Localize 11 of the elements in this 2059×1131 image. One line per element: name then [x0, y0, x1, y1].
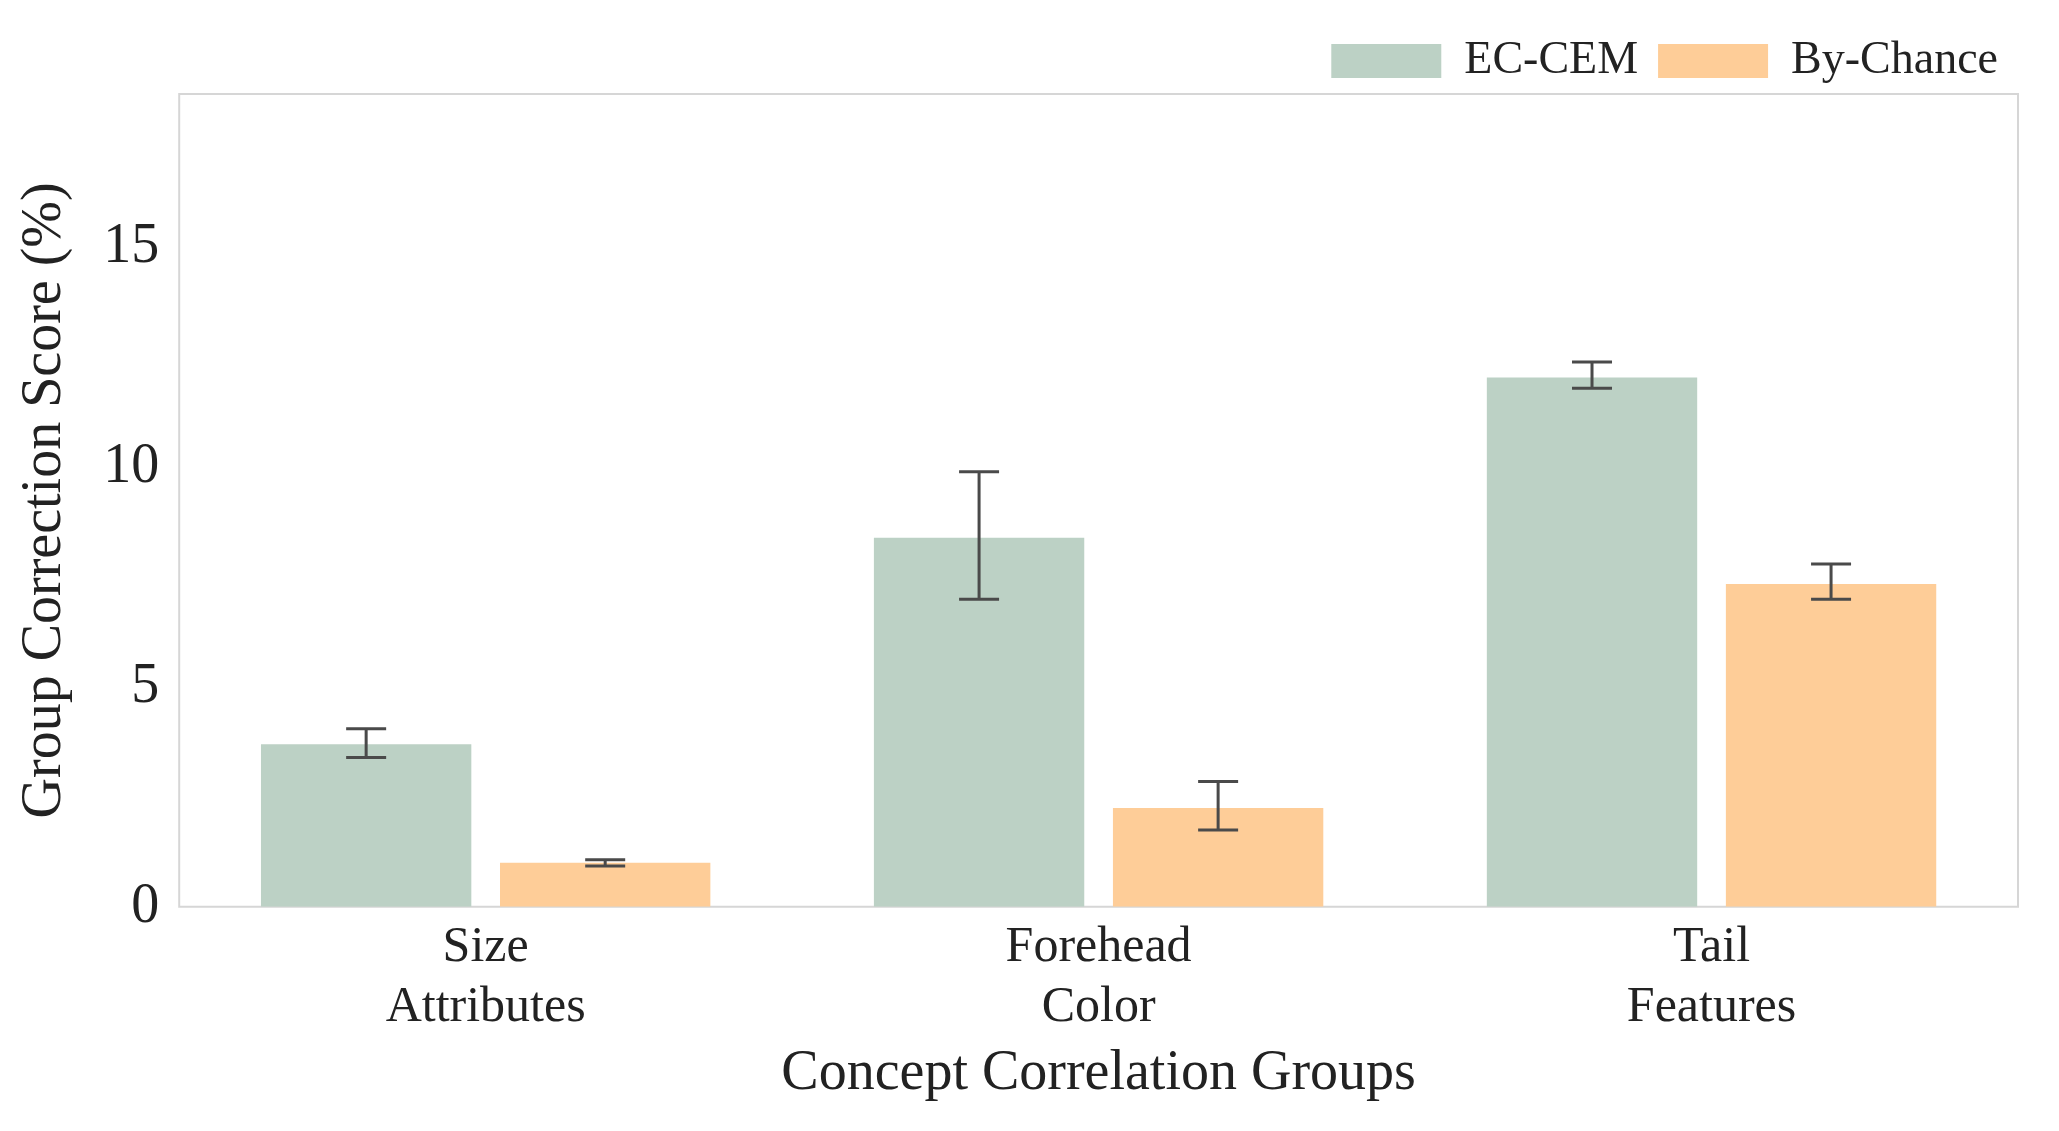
x-tick-label: Tail Features	[1626, 915, 1797, 1032]
x-axis-title: Concept Correlation Groups	[781, 1039, 1416, 1102]
legend-label: By-Chance	[1791, 32, 1998, 84]
x-tick-label: Size Attributes	[385, 915, 586, 1032]
legend-label: EC-CEM	[1464, 32, 1639, 84]
x-tick-label: Forehead Color	[1005, 915, 1192, 1032]
y-tick-label: 5	[131, 651, 160, 714]
y-axis-title: Group Correction Score (%)	[10, 182, 74, 819]
y-tick-label: 0	[131, 871, 160, 934]
y-tick-label: 15	[103, 212, 160, 275]
y-tick-label: 10	[103, 432, 160, 495]
